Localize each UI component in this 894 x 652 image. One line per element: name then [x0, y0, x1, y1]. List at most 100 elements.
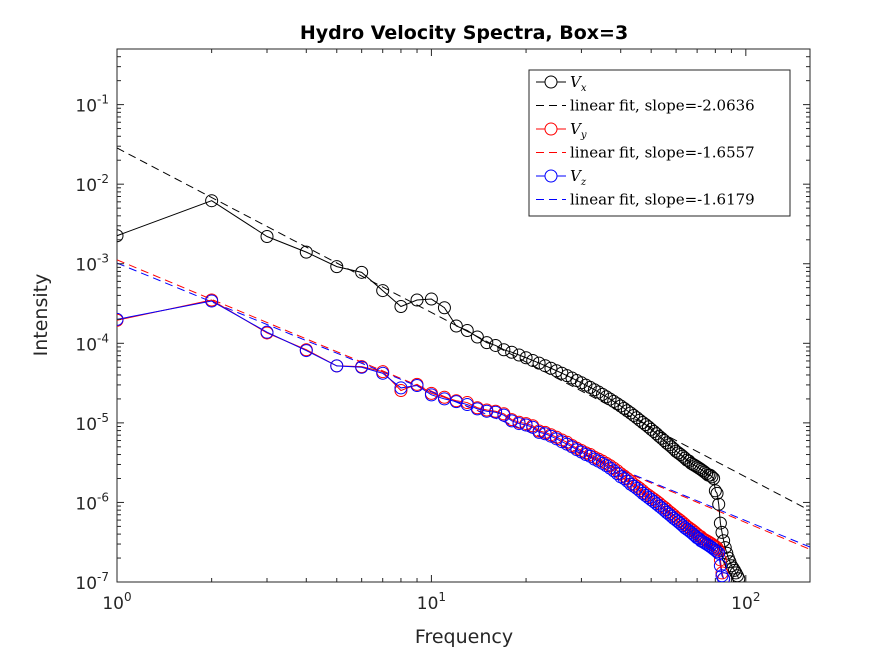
data-point: [410, 293, 424, 307]
legend-label: Vx: [570, 73, 587, 94]
data-point: [703, 468, 717, 482]
data-point: [671, 446, 685, 460]
data-point: [647, 495, 661, 509]
data-point: [394, 300, 408, 314]
data-point: [715, 569, 729, 582]
data-point: [724, 559, 738, 573]
data-point: [519, 418, 533, 432]
data-point: [595, 456, 609, 470]
data-point: [330, 359, 344, 373]
y-tick-label: 10-6: [75, 490, 109, 514]
data-point: [519, 351, 533, 365]
x-tick-label: 102: [731, 590, 760, 614]
y-axis-label: Intensity: [30, 274, 52, 357]
tick-labels: 100 101 102 10-7 10-6 10-5 10-4 10-3 10-2 10-1: [75, 93, 760, 614]
data-point: [650, 497, 664, 511]
data-point: [117, 229, 124, 243]
data-point: [732, 572, 746, 582]
y-tick-label: 10-7: [75, 570, 109, 594]
data-point: [205, 194, 219, 208]
data-point: [708, 543, 722, 557]
data-point: [497, 343, 511, 357]
data-point: [595, 387, 609, 401]
data-point: [260, 325, 274, 339]
data-point: [715, 566, 729, 580]
legend: Vx linear fit, slope=-2.0636 Vy linear fit,…: [528, 69, 791, 217]
data-point: [544, 361, 558, 375]
data-point: [655, 431, 669, 445]
data-point: [489, 405, 503, 419]
legend-label: Vz: [570, 167, 587, 188]
data-point: [480, 336, 494, 350]
data-point: [205, 294, 219, 308]
data-point: [592, 385, 606, 399]
data-point: [489, 338, 503, 352]
fit-line-3: [117, 259, 810, 550]
data-point: [394, 381, 408, 395]
data-point: [603, 392, 617, 406]
data-point: [705, 470, 719, 484]
data-point: [610, 397, 624, 411]
x-tick-label: 100: [102, 590, 131, 614]
data-point: [669, 444, 683, 458]
data-point: [708, 484, 722, 498]
data-point: [717, 572, 731, 582]
data-point: [599, 390, 613, 404]
legend-label: linear fit, slope=-1.6179: [570, 191, 755, 209]
fit-line-5: [117, 262, 810, 548]
legend-label: linear fit, slope=-2.0636: [570, 97, 755, 115]
data-point: [538, 359, 552, 373]
data-point: [355, 265, 369, 279]
legend-label: linear fit, slope=-1.6557: [570, 144, 755, 162]
data-point: [710, 486, 724, 500]
data-point: [647, 424, 661, 438]
data-point: [614, 467, 628, 481]
y-tick-label: 10-2: [75, 172, 109, 196]
data-point: [480, 404, 494, 418]
data-point: [117, 312, 124, 326]
data-point: [376, 284, 390, 298]
axis-ticks: [116, 48, 810, 583]
y-tick-label: 10-3: [75, 252, 109, 276]
data-point: [538, 427, 552, 441]
data-point: [599, 459, 613, 473]
data-point: [617, 401, 631, 415]
data-point: [650, 427, 664, 441]
data-point: [470, 402, 484, 416]
data-point: [662, 438, 676, 452]
legend-marker: [544, 75, 558, 89]
legend-marker: [544, 122, 558, 136]
data-markers: [117, 194, 746, 582]
data-point: [583, 449, 597, 463]
data-point: [707, 471, 721, 485]
data-point: [587, 383, 601, 397]
x-axis-label: Frequency: [415, 626, 513, 648]
data-point: [610, 464, 624, 478]
chart-title: Hydro Velocity Spectra, Box=3: [300, 22, 628, 44]
data-point: [470, 330, 484, 344]
legend-items: Vx linear fit, slope=-2.0636 Vy linear fit,…: [536, 73, 755, 209]
data-point: [460, 323, 474, 337]
data-point: [614, 399, 628, 413]
data-point: [449, 319, 463, 333]
data-point: [715, 525, 729, 539]
data-point: [667, 511, 681, 525]
data-point: [712, 497, 726, 511]
data-point: [713, 516, 727, 530]
data-point: [437, 301, 451, 315]
data-point: [330, 260, 344, 274]
legend-label: Vy: [570, 120, 587, 141]
y-tick-label: 10-4: [75, 331, 109, 355]
data-point: [532, 356, 546, 370]
data-point: [712, 546, 726, 560]
data-point: [394, 384, 408, 398]
data-point: [610, 467, 624, 481]
data-point: [260, 230, 274, 243]
data-point: [376, 366, 390, 380]
y-tick-label: 10-5: [75, 411, 109, 435]
data-point: [614, 470, 628, 484]
y-tick-label: 10-1: [75, 93, 109, 117]
data-point: [526, 353, 540, 367]
data-point: [424, 388, 438, 402]
